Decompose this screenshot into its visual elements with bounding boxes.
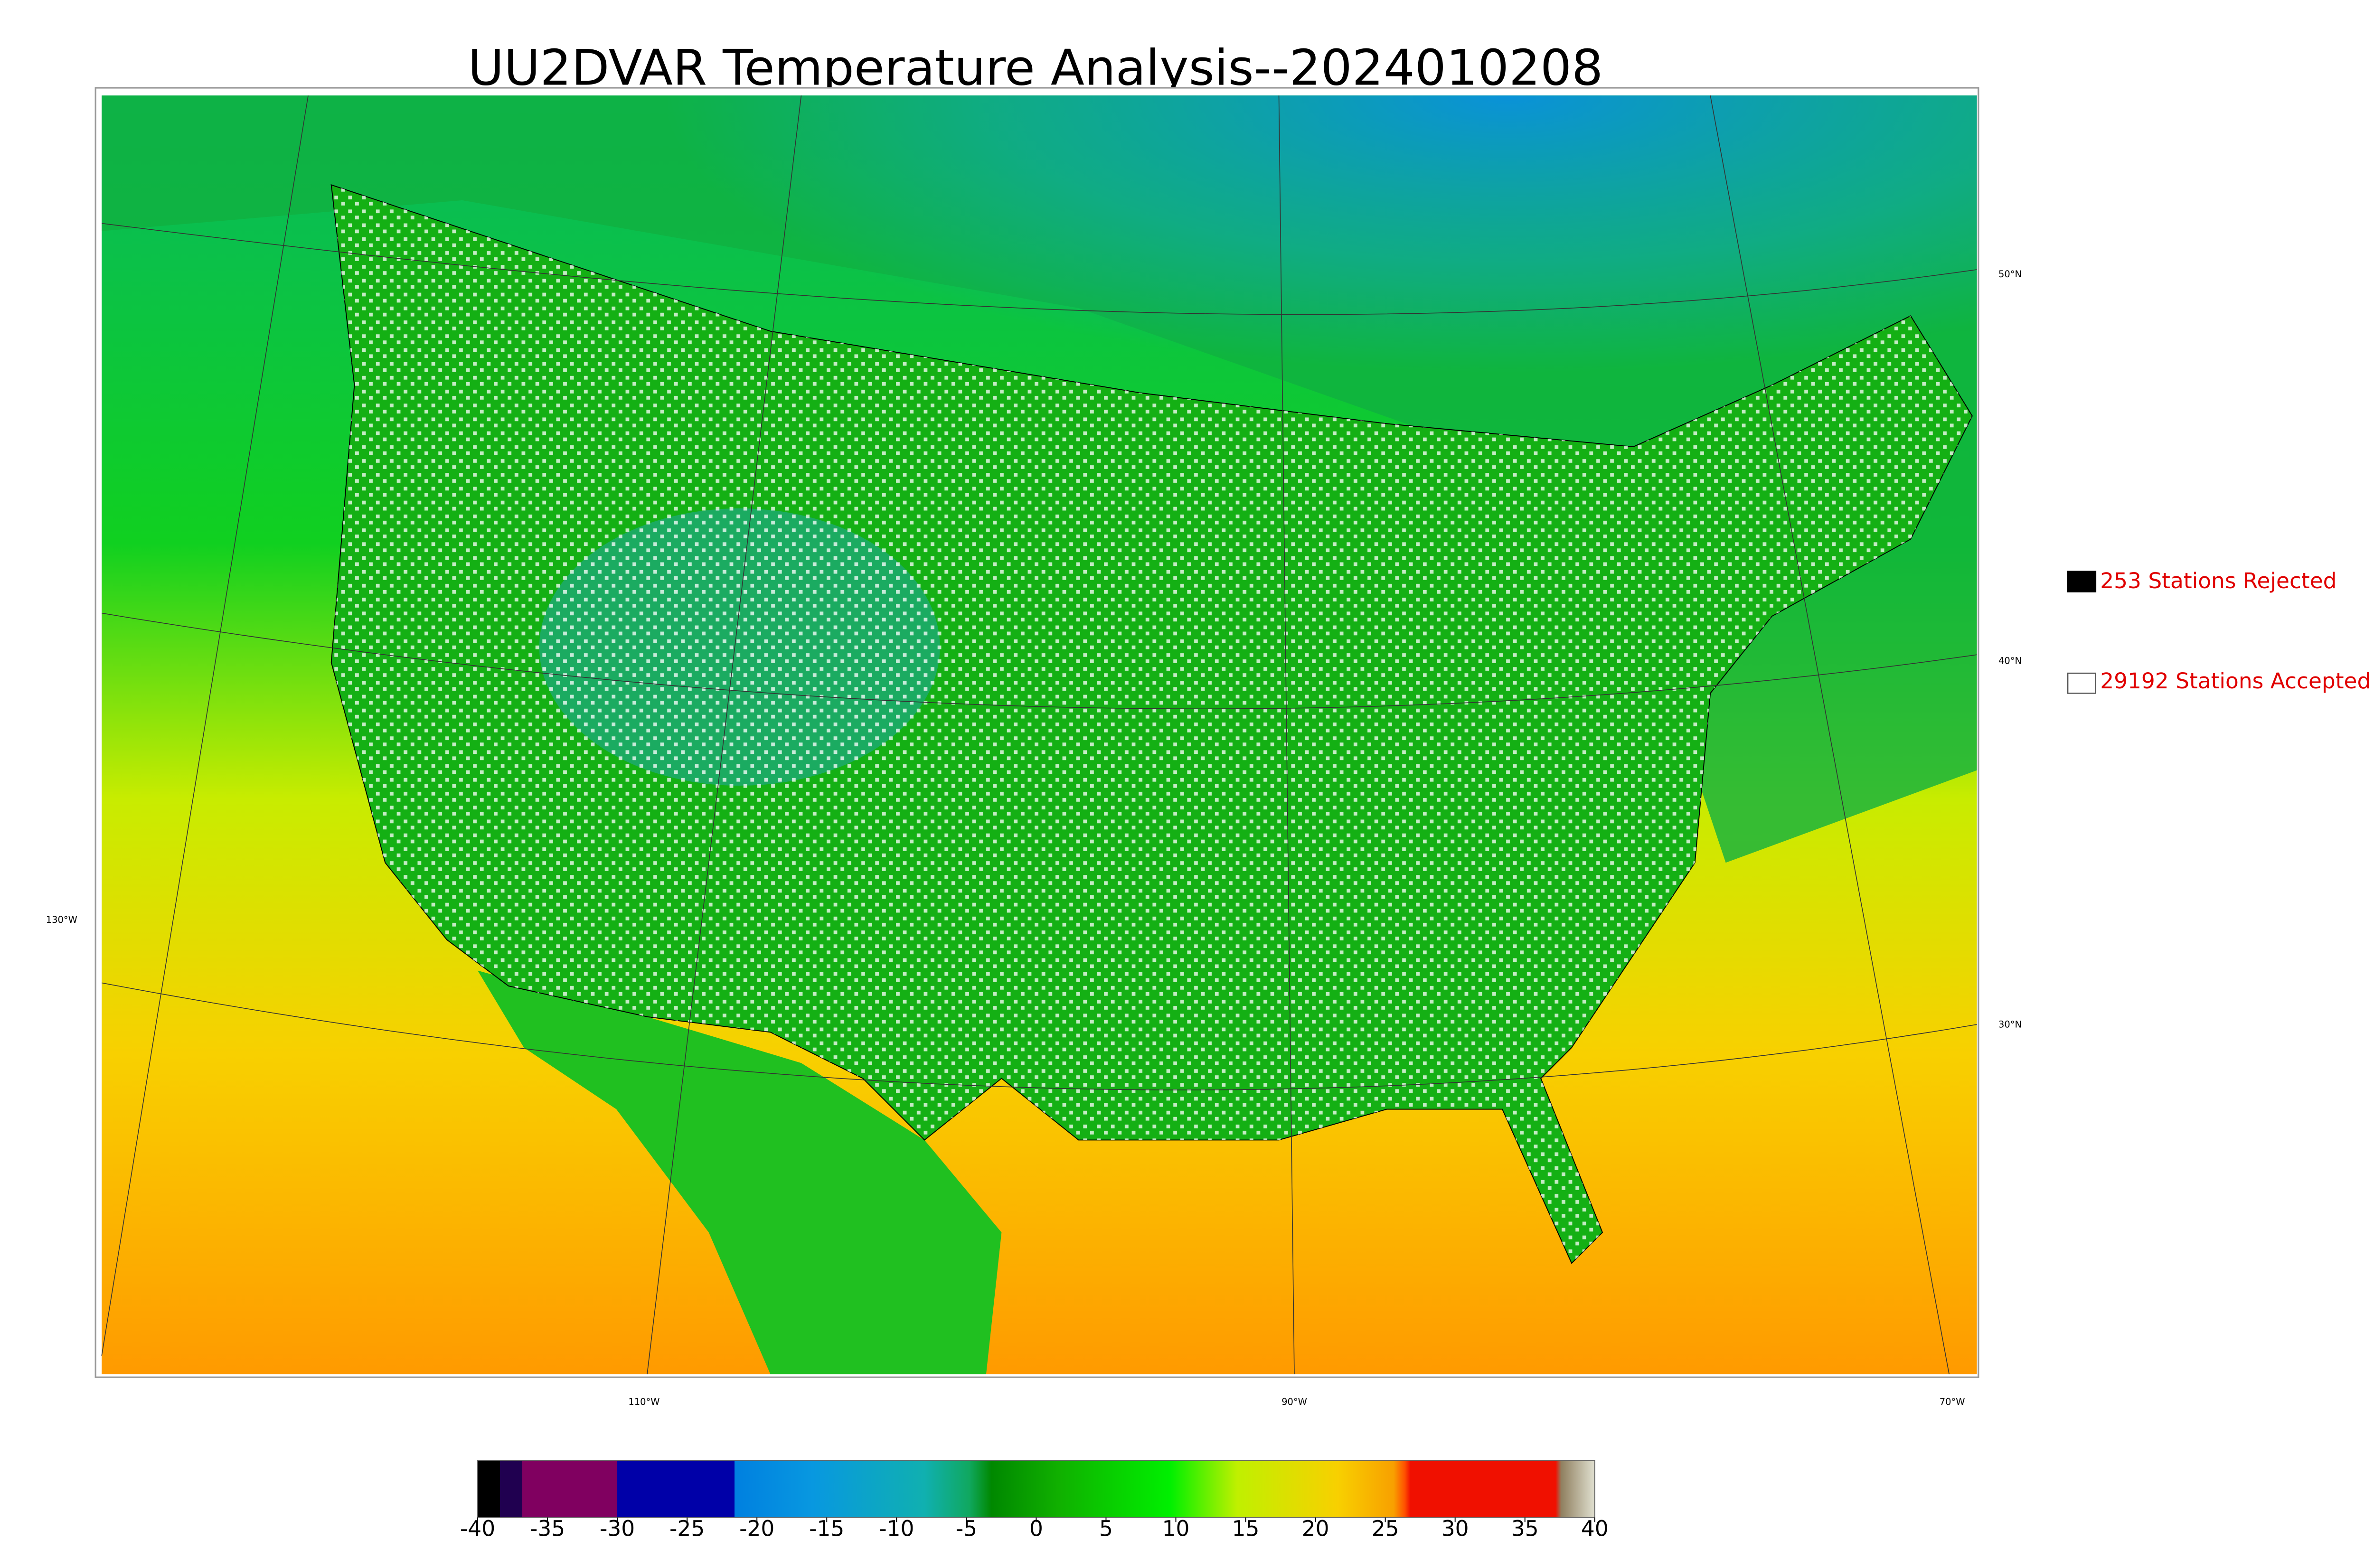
station-dots [331,185,1972,1264]
colorbar-tick-label: 5 [1099,1516,1113,1541]
lon-label: 90°W [1281,1397,1307,1408]
lon-label: 70°W [1940,1397,1965,1408]
lat-label: 30°N [1998,1019,2022,1030]
legend-label: 253 Stations Rejected [2100,568,2336,593]
colorbar-tick-label: -30 [600,1516,635,1541]
colorbar-tick-label: -40 [460,1516,495,1541]
legend-swatch [2067,571,2097,592]
mexico [478,970,1002,1374]
legend-label: 29192 Stations Accepted [2100,668,2371,694]
colorbar-tick-label: -5 [956,1516,977,1541]
colorbar-tick-label: 15 [1232,1516,1260,1541]
lon-label: 110°W [628,1397,659,1408]
lon-label: 130°W [46,914,77,925]
graticule [101,95,1977,1374]
legend-swatch [2067,672,2096,694]
lat-label: 40°N [1998,656,2022,667]
colorbar-tick-label: 40 [1581,1516,1609,1541]
colorbar-tick-label: -15 [809,1516,844,1541]
lat-label: 50°N [1998,269,2022,280]
colorbar [477,1460,1595,1518]
colorbar-tick-label: 25 [1372,1516,1399,1541]
colorbar-tick-label: 20 [1302,1516,1329,1541]
colorbar-tick-label: 0 [1029,1516,1043,1541]
colorbar-tick-label: -20 [739,1516,774,1541]
colorbar-tick-label: 35 [1511,1516,1539,1541]
colorbar-tick-label: 30 [1441,1516,1469,1541]
figure: UU2DVAR Temperature Analysis--2024010208… [46,39,2371,1541]
colorbar-tick-label: -35 [530,1516,565,1541]
map [101,95,1977,1374]
colorbar-tick-label: -25 [669,1516,705,1541]
colorbar-tick-label: 10 [1162,1516,1190,1541]
colorbar-tick-label: -10 [879,1516,914,1541]
